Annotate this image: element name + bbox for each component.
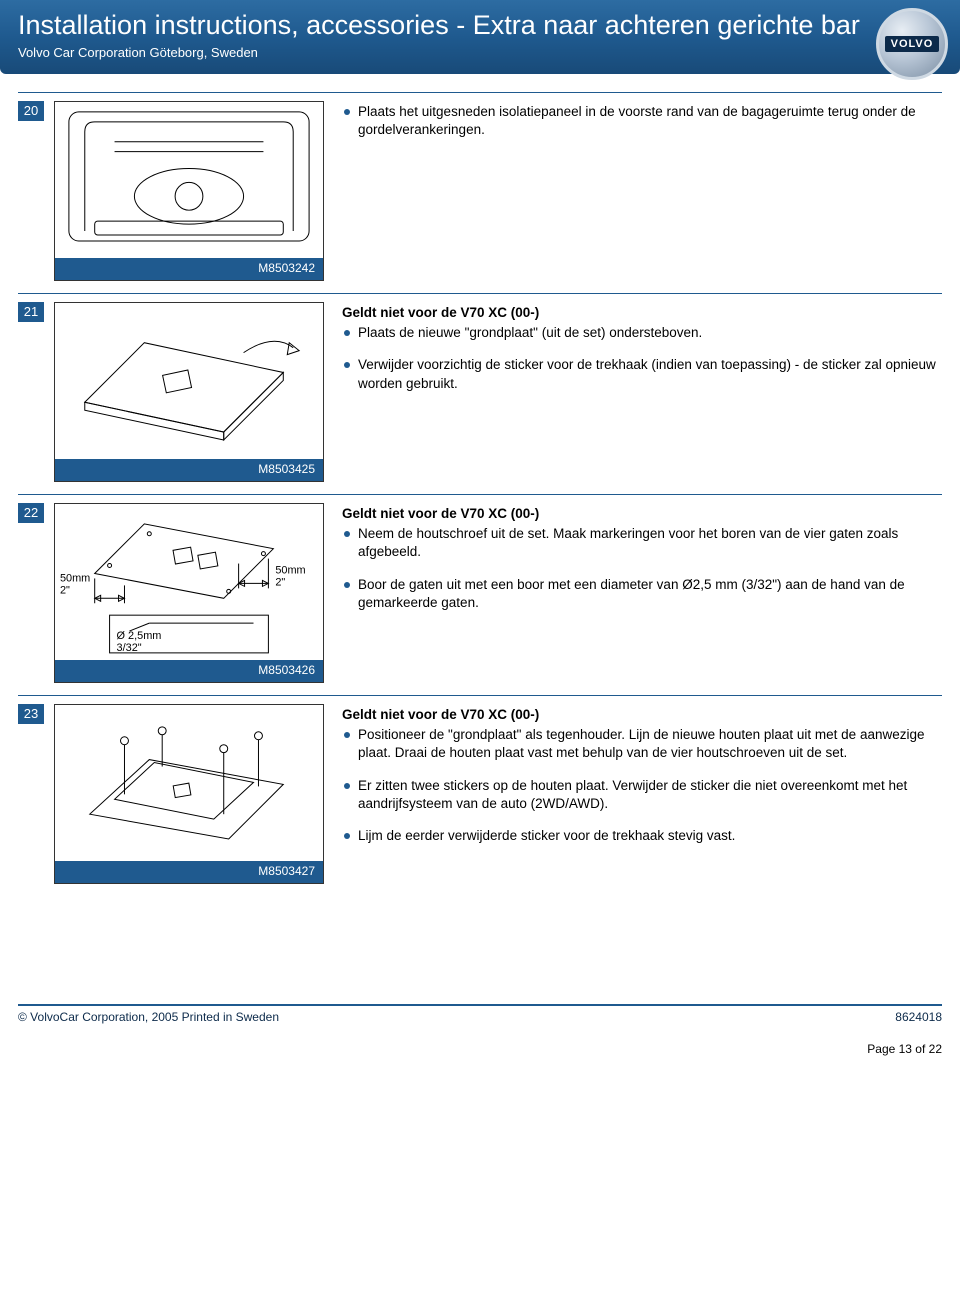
step-text: Geldt niet voor de V70 XC (00-) Plaats d… (342, 302, 942, 482)
step-20: 20 M8503242 Plaats het uitgesneden isola… (18, 92, 942, 281)
svg-text:2": 2" (60, 584, 70, 596)
svg-text:50mm: 50mm (60, 572, 90, 584)
instruction-text: Plaats de nieuwe "grondplaat" (uit de se… (342, 324, 942, 342)
header-title: Installation instructions, accessories -… (18, 10, 942, 41)
step-image-column: M8503425 (54, 302, 324, 482)
step-number: 21 (18, 302, 44, 322)
page-footer: © VolvoCar Corporation, 2005 Printed in … (18, 1004, 942, 1024)
instruction-text: Plaats het uitgesneden isolatiepaneel in… (342, 103, 942, 139)
svg-text:2": 2" (275, 576, 285, 588)
content-area: 20 M8503242 Plaats het uitgesneden isola… (0, 92, 960, 884)
svg-text:3/32": 3/32" (117, 642, 142, 654)
instruction-text: Verwijder voorzichtig de sticker voor de… (342, 356, 942, 392)
instruction-text: Positioneer de "grondplaat" als tegenhou… (342, 726, 942, 762)
step-heading: Geldt niet voor de V70 XC (00-) (342, 505, 942, 523)
step-text: Geldt niet voor de V70 XC (00-) Position… (342, 704, 942, 884)
step-number: 22 (18, 503, 44, 523)
page-number: Page 13 of 22 (0, 1042, 942, 1056)
image-code: M8503426 (55, 660, 323, 682)
image-code: M8503425 (55, 459, 323, 481)
step-image: M8503425 (54, 302, 324, 482)
logo-text: VOLVO (885, 36, 940, 52)
image-code: M8503427 (55, 861, 323, 883)
diagram-drill-marks: 50mm 2" 50mm 2" Ø 2,5mm 3/32" (55, 504, 323, 661)
diagram-screw-plate (55, 705, 323, 862)
step-image: 50mm 2" 50mm 2" Ø 2,5mm 3/32" M8503426 (54, 503, 324, 683)
step-heading: Geldt niet voor de V70 XC (00-) (342, 706, 942, 724)
step-heading: Geldt niet voor de V70 XC (00-) (342, 304, 942, 322)
step-image-column: 50mm 2" 50mm 2" Ø 2,5mm 3/32" M8503426 (54, 503, 324, 683)
step-image: M8503427 (54, 704, 324, 884)
step-text: Plaats het uitgesneden isolatiepaneel in… (342, 101, 942, 281)
step-image: M8503242 (54, 101, 324, 281)
header-subtitle: Volvo Car Corporation Göteborg, Sweden (18, 45, 942, 60)
step-23: 23 M8503427 Geldt niet voor de V70 XC (0… (18, 695, 942, 884)
image-code: M8503242 (55, 258, 323, 280)
instruction-text: Boor de gaten uit met een boor met een d… (342, 576, 942, 612)
step-image-column: M8503242 (54, 101, 324, 281)
step-image-column: M8503427 (54, 704, 324, 884)
instruction-text: Lijm de eerder verwijderde sticker voor … (342, 827, 942, 845)
svg-text:50mm: 50mm (275, 564, 305, 576)
step-22: 22 50mm 2" (18, 494, 942, 683)
step-text: Geldt niet voor de V70 XC (00-) Neem de … (342, 503, 942, 683)
step-21: 21 M8503425 Geldt niet voor de V70 XC (0… (18, 293, 942, 482)
step-number: 23 (18, 704, 44, 724)
diagram-trunk (55, 102, 323, 259)
page-header: Installation instructions, accessories -… (0, 0, 960, 74)
footer-copyright: © VolvoCar Corporation, 2005 Printed in … (18, 1010, 279, 1024)
volvo-logo: VOLVO (876, 8, 948, 80)
footer-docnum: 8624018 (895, 1010, 942, 1024)
diagram-groundplate (55, 303, 323, 460)
instruction-text: Er zitten twee stickers op de houten pla… (342, 777, 942, 813)
svg-text:Ø 2,5mm: Ø 2,5mm (117, 630, 162, 642)
step-number: 20 (18, 101, 44, 121)
instruction-text: Neem de houtschroef uit de set. Maak mar… (342, 525, 942, 561)
